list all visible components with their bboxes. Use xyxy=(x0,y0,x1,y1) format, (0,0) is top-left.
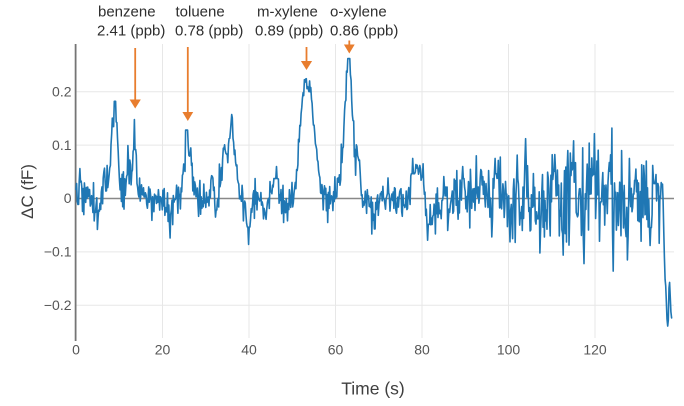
svg-text:benzene: benzene xyxy=(98,4,156,21)
svg-text:0.2: 0.2 xyxy=(52,83,72,99)
svg-text:100: 100 xyxy=(497,342,521,358)
svg-text:0.86 (ppb): 0.86 (ppb) xyxy=(330,23,398,40)
svg-text:0: 0 xyxy=(72,342,80,358)
svg-text:m-xylene: m-xylene xyxy=(257,4,318,21)
svg-text:−0.2: −0.2 xyxy=(44,297,72,313)
svg-text:2.41 (ppb): 2.41 (ppb) xyxy=(97,23,165,40)
svg-text:120: 120 xyxy=(583,342,607,358)
svg-text:80: 80 xyxy=(414,342,430,358)
svg-text:20: 20 xyxy=(155,342,171,358)
svg-text:0: 0 xyxy=(64,190,72,206)
svg-text:0.78 (ppb): 0.78 (ppb) xyxy=(175,23,243,40)
svg-text:40: 40 xyxy=(241,342,257,358)
svg-text:ΔC (fF): ΔC (fF) xyxy=(18,164,37,219)
svg-text:0.1: 0.1 xyxy=(52,137,72,153)
svg-text:Time (s): Time (s) xyxy=(341,379,405,399)
svg-text:toluene: toluene xyxy=(176,4,225,21)
svg-text:60: 60 xyxy=(328,342,344,358)
svg-text:−0.1: −0.1 xyxy=(44,244,72,260)
svg-text:0.89 (ppb): 0.89 (ppb) xyxy=(255,23,323,40)
svg-text:o-xylene: o-xylene xyxy=(330,4,387,21)
